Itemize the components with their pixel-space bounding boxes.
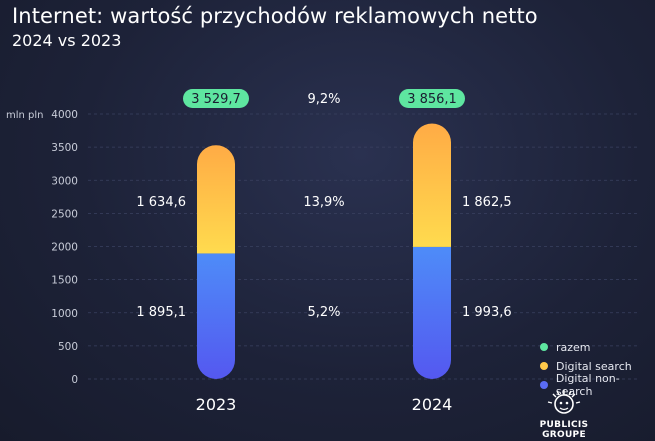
data-label-digital-non-search-2024: 1 993,6 (462, 305, 512, 320)
legend-dot-digital-search (540, 362, 548, 370)
bar-digital-non-search-2023 (197, 253, 235, 379)
data-label-digital-search-2023: 1 634,6 (136, 195, 186, 210)
growth-label-digital-search: 13,9% (303, 195, 344, 210)
y-tick-label: 1000 (51, 308, 78, 320)
legend-dot-digital-non-search (540, 381, 548, 389)
legend-item-razem: razem (540, 338, 655, 356)
y-axis-label: mln pln (6, 110, 44, 121)
y-tick-label: 2500 (51, 208, 78, 220)
bar-digital-search-2023 (197, 145, 235, 254)
chart-subtitle: 2024 vs 2023 (12, 31, 122, 50)
y-tick-label: 2000 (51, 242, 78, 254)
lion-emblem-icon (547, 390, 581, 414)
total-label-2024: 3 856,1 (407, 92, 457, 107)
total-label-2023: 3 529,7 (191, 92, 241, 107)
y-tick-label: 3500 (51, 142, 78, 154)
y-tick-label: 0 (71, 374, 78, 386)
legend-item-digital-search: Digital search (540, 357, 655, 375)
bar-digital-non-search-2024 (413, 246, 451, 379)
total-pill-2023 (183, 89, 249, 108)
legend-dot-razem (540, 343, 548, 351)
logo-line-2: GROUPE (542, 430, 586, 440)
data-label-digital-search-2024: 1 862,5 (462, 195, 512, 210)
legend-label-digital-search: Digital search (556, 359, 632, 373)
chart-title: Internet: wartość przychodów reklamowych… (12, 4, 538, 28)
y-tick-label: 4000 (51, 109, 78, 121)
x-tick-label-2024: 2024 (412, 395, 453, 414)
y-tick-label: 3000 (51, 175, 78, 187)
legend: razem Digital search Digital non-search (540, 338, 655, 398)
y-tick-label: 1500 (51, 275, 78, 287)
growth-label-razem: 9,2% (307, 92, 340, 107)
y-tick-label: 500 (58, 341, 78, 353)
bar-digital-search-2024 (413, 123, 451, 247)
total-pill-2024 (399, 89, 465, 108)
data-label-digital-non-search-2023: 1 895,1 (136, 305, 186, 320)
legend-label-razem: razem (556, 340, 591, 354)
growth-label-digital-non-search: 5,2% (307, 305, 340, 320)
x-tick-label-2023: 2023 (196, 395, 237, 414)
logo-line-1: PUBLICIS (539, 420, 589, 430)
publicis-groupe-logo: PUBLICIS GROUPE (533, 388, 595, 440)
